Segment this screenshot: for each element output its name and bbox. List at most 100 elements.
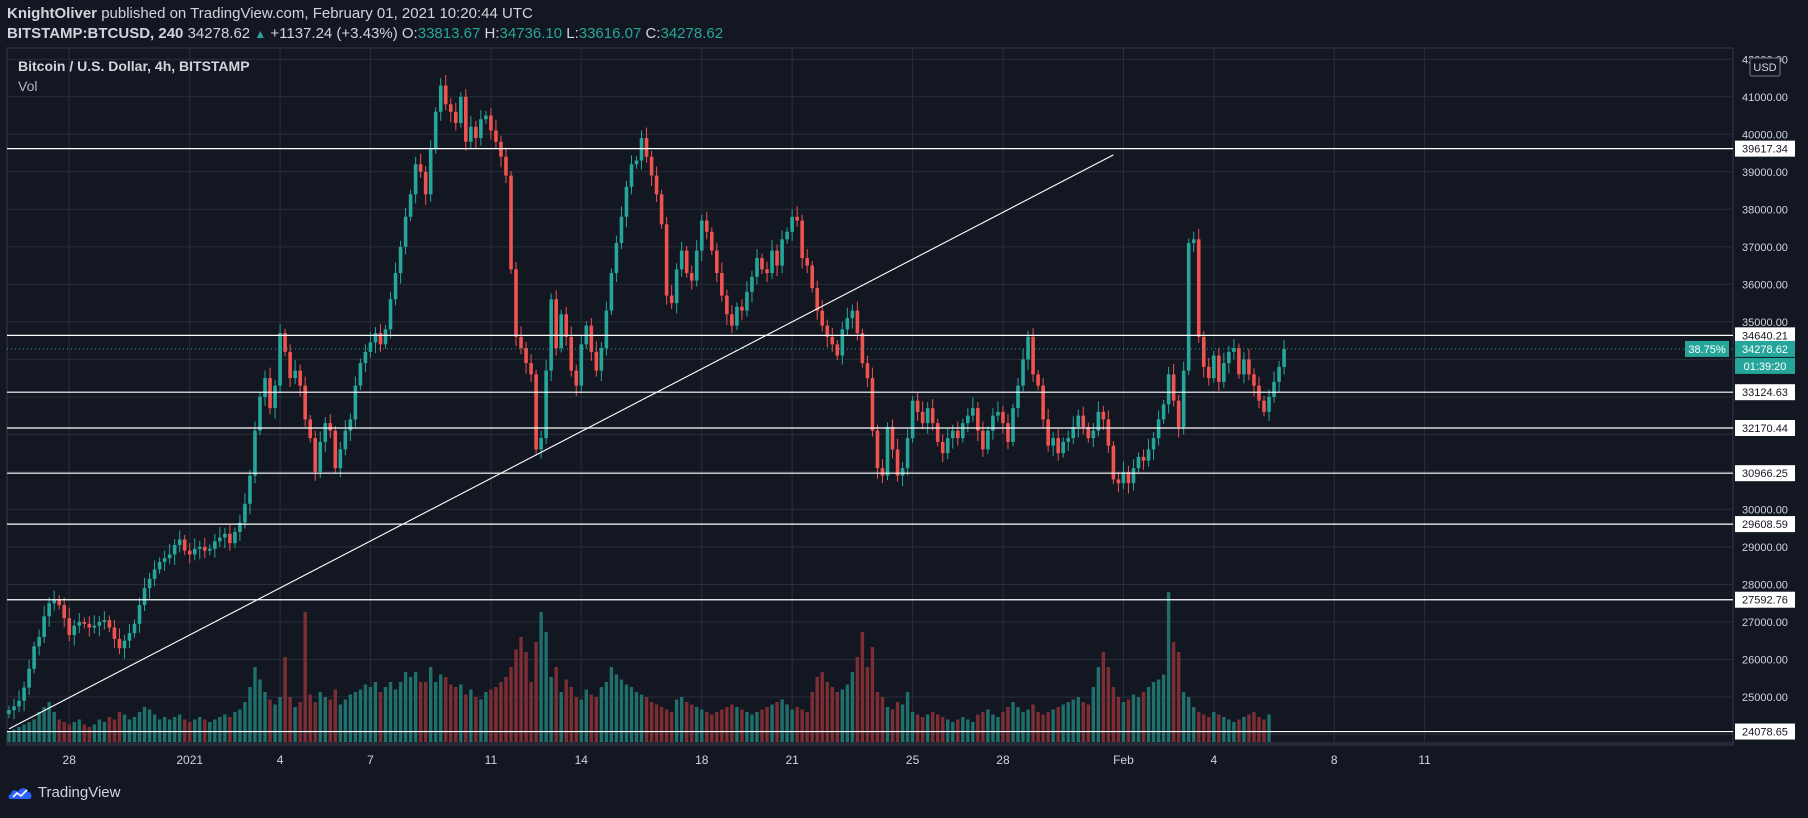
candle-body — [1086, 426, 1091, 439]
candle-body — [288, 351, 292, 379]
candle-body — [469, 126, 473, 142]
volume-bar — [328, 699, 332, 742]
price-tick-label: 26000.00 — [1742, 654, 1788, 666]
price-tick-label: 36000.00 — [1742, 279, 1788, 291]
volume-bar — [198, 717, 202, 742]
volume-bar — [534, 642, 538, 742]
candle-body — [1242, 359, 1246, 375]
volume-bar — [845, 684, 850, 742]
candle-body — [223, 533, 227, 538]
horizontal-levels[interactable]: 39617.34 34640.21 33124.63 32170.44 30966.25… — [7, 140, 1795, 740]
candle-body — [12, 706, 16, 711]
candle-body — [1267, 396, 1271, 412]
candle-body — [805, 258, 809, 266]
volume-bar — [1056, 707, 1060, 742]
volume-bar — [1081, 702, 1085, 742]
candle-body — [1061, 441, 1065, 454]
candle-body — [790, 216, 794, 232]
candle-body — [1196, 239, 1201, 337]
candle-body — [991, 415, 995, 431]
candle-body — [950, 430, 955, 439]
volume-bar — [1136, 697, 1141, 742]
candle-body — [1166, 374, 1171, 405]
candle-body — [378, 333, 383, 345]
candle-body — [1011, 408, 1015, 442]
volume-bar — [870, 647, 875, 742]
level-price-box — [1735, 723, 1795, 740]
volume-bar — [544, 632, 548, 742]
volume-bar — [1016, 707, 1020, 742]
volume-bar — [368, 687, 373, 742]
volume-bar — [303, 612, 307, 742]
candle-body — [1227, 351, 1231, 364]
candle-body — [258, 396, 262, 431]
candle-body — [1282, 348, 1286, 367]
price-chart[interactable]: 39617.34 34640.21 33124.63 32170.44 30966.25… — [0, 46, 1808, 776]
candle-body — [453, 111, 458, 124]
volume-bar — [976, 714, 980, 742]
candle-body — [318, 441, 323, 472]
volume-bar — [700, 709, 704, 742]
volume-bar — [579, 699, 583, 742]
candle-body — [835, 344, 840, 356]
volume-bar — [539, 612, 543, 742]
volume-bar — [273, 704, 277, 742]
candle-body — [278, 333, 282, 386]
candle-body — [147, 578, 152, 589]
volume-bar — [318, 692, 322, 742]
level-price-label: 34640.21 — [1742, 330, 1788, 342]
author-name[interactable]: KnightOliver — [7, 5, 98, 22]
candle-body — [996, 411, 1000, 416]
volume-bar — [157, 719, 162, 742]
tradingview-logo[interactable]: TradingView — [8, 784, 120, 801]
candle-body — [1151, 438, 1156, 450]
volume-bar — [750, 714, 754, 742]
currency-badge[interactable]: USD — [1749, 57, 1781, 77]
candle-body — [42, 616, 46, 637]
time-axis[interactable]: 28 2021 4 7 11 14 18 21 25 28 Feb 4 8 11 — [63, 753, 1432, 767]
volume-label: Vol — [18, 78, 37, 94]
percent-badge: 38.75% — [1688, 344, 1726, 356]
volume-bar — [42, 707, 46, 742]
candle-body — [172, 545, 177, 555]
volume-bar — [1262, 719, 1266, 742]
volume-bar — [1187, 697, 1191, 742]
price-tick-label: 35000.00 — [1742, 317, 1788, 329]
candle-body — [624, 186, 629, 217]
candle-body — [499, 141, 503, 157]
candle-body — [1056, 438, 1060, 454]
level-price-box — [1735, 591, 1795, 608]
volume-bar — [880, 697, 885, 742]
candle-body — [1016, 385, 1020, 409]
volume-bar — [459, 684, 463, 742]
volume-bar — [840, 689, 845, 742]
trendline-segment[interactable] — [8, 154, 1114, 730]
trendline[interactable] — [8, 154, 1114, 730]
candle-body — [915, 400, 920, 412]
candle-body — [669, 295, 674, 304]
volume-bar — [981, 712, 985, 742]
low-value: 33616.07 — [578, 25, 642, 42]
candle-body — [1247, 359, 1251, 375]
volume-bar — [444, 677, 448, 742]
volume-bar — [996, 717, 1000, 742]
volume-bar — [936, 714, 940, 742]
volume-bar — [434, 682, 438, 742]
level-price-box — [1735, 465, 1795, 482]
volume-bar — [484, 692, 488, 742]
candle-body — [22, 687, 26, 701]
volume-bar — [353, 692, 358, 742]
volume-bar — [690, 704, 694, 742]
volume-bar — [1046, 712, 1050, 742]
candle-body — [940, 441, 945, 454]
volume-bar — [679, 697, 684, 742]
volume-bar — [162, 717, 167, 742]
volume-bar — [97, 719, 102, 742]
volume-bar — [147, 709, 152, 742]
volume-bar — [308, 694, 312, 742]
candle-body — [303, 385, 307, 420]
candle-body — [770, 250, 774, 274]
publish-info: KnightOliver published on TradingView.co… — [7, 5, 533, 22]
volume-bar — [248, 687, 252, 742]
high-label: H: — [484, 25, 500, 42]
